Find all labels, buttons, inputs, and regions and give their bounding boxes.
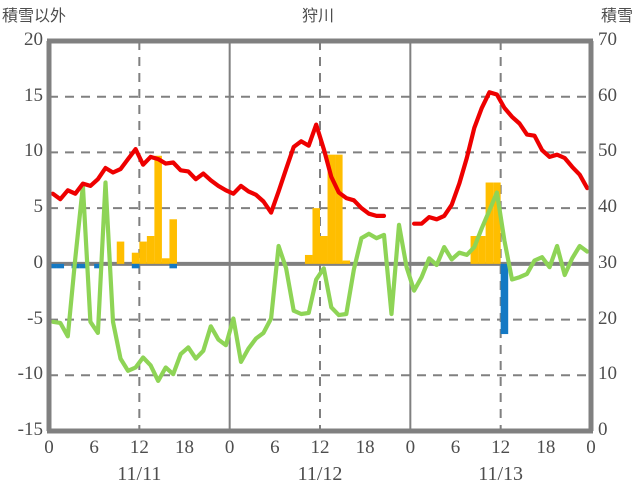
x-axis-tick: 0 [44, 437, 54, 458]
x-axis-tick: 6 [450, 437, 461, 458]
plot-frame [46, 38, 594, 434]
y-axis-right-tick: 60 [598, 84, 617, 106]
y-axis-left-tick: -10 [17, 363, 43, 385]
x-axis-tick: 18 [536, 437, 556, 458]
y-axis-right-tick: 10 [598, 363, 617, 385]
y-axis-left-tick: -15 [17, 419, 43, 440]
y-axis-left-tick: 5 [33, 196, 44, 218]
y-axis-left-tick: 20 [24, 29, 43, 50]
y-axis-right-tick: 0 [598, 419, 608, 440]
y-axis-left-tick: 15 [24, 84, 43, 106]
y-axis-left-tick: 10 [24, 140, 43, 162]
x-axis-tick: 6 [270, 437, 280, 458]
y-axis-right-tick: 20 [598, 307, 617, 329]
x-axis-tick: 18 [175, 437, 194, 458]
x-axis-day-label: 11/13 [478, 463, 524, 485]
y-axis-right-tick: 50 [598, 140, 617, 162]
snowfall-bars [49, 263, 509, 335]
x-axis-tick: 18 [355, 437, 375, 458]
x-axis-tick: 6 [89, 437, 99, 458]
x-axis-tick: 12 [491, 437, 511, 458]
x-axis-tick: 12 [129, 437, 149, 458]
y-axis-right-tick: 40 [598, 196, 617, 218]
x-axis-day-label: 11/12 [297, 463, 343, 485]
temperature-line [50, 90, 590, 226]
x-axis-tick: 12 [310, 437, 330, 458]
x-axis-tick: 0 [405, 437, 416, 458]
right-axis-title: 積雪 [600, 6, 633, 25]
y-axis-right-tick: 30 [598, 251, 617, 273]
y-axis-left-tick: -5 [27, 307, 43, 329]
left-axis-title: 積雪以外 [2, 6, 67, 25]
x-axis-tick: 0 [586, 437, 596, 458]
y-axis-right-tick: 70 [598, 29, 617, 50]
y-axis-left-tick: 0 [33, 251, 44, 273]
x-axis-day-label: 11/11 [117, 463, 162, 485]
x-axis-tick: 0 [224, 437, 235, 458]
page-title: 狩川 [301, 6, 334, 25]
wind-line [50, 180, 590, 383]
